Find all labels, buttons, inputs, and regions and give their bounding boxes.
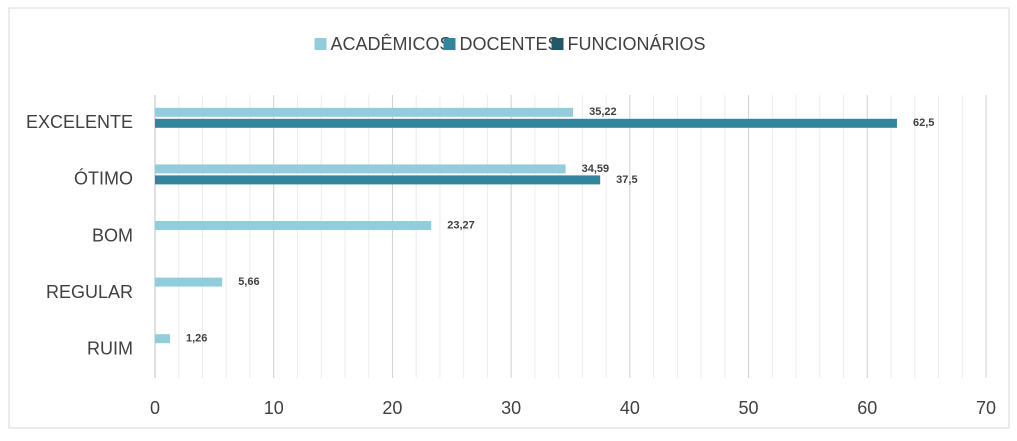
bar — [155, 175, 601, 185]
data-label: 5,66 — [238, 276, 259, 288]
x-tick-label: 0 — [150, 398, 160, 418]
legend-swatch — [314, 38, 327, 50]
bar — [155, 277, 223, 287]
data-label: 23,27 — [447, 219, 475, 231]
y-tick-label: ÓTIMO — [74, 168, 133, 189]
x-tick-label: 40 — [620, 398, 640, 418]
bar — [155, 334, 170, 344]
legend-label: DOCENTES — [460, 34, 560, 54]
legend-swatch — [443, 38, 456, 50]
x-tick-label: 70 — [976, 398, 996, 418]
y-tick-label: REGULAR — [46, 282, 133, 302]
y-tick-label: RUIM — [87, 338, 133, 358]
x-tick-label: 60 — [857, 398, 877, 418]
y-tick-label: BOM — [92, 225, 133, 245]
bar — [155, 107, 574, 117]
x-tick-label: 20 — [382, 398, 402, 418]
legend-label: FUNCIONÁRIOS — [568, 34, 706, 54]
legend-label: ACADÊMICOS — [331, 34, 452, 54]
y-tick-label: EXCELENTE — [26, 112, 133, 132]
bar — [155, 164, 566, 174]
data-label: 37,5 — [616, 174, 637, 186]
chart-border — [8, 7, 1010, 429]
bar — [155, 221, 432, 230]
bar — [155, 118, 897, 128]
data-label: 34,59 — [582, 163, 610, 175]
x-tick-label: 10 — [264, 398, 284, 418]
data-label: 1,26 — [186, 333, 207, 345]
x-tick-label: 30 — [501, 398, 521, 418]
legend-swatch — [551, 38, 564, 50]
data-label: 35,22 — [589, 106, 617, 118]
data-label: 62,5 — [913, 117, 934, 129]
x-tick-label: 50 — [739, 398, 759, 418]
